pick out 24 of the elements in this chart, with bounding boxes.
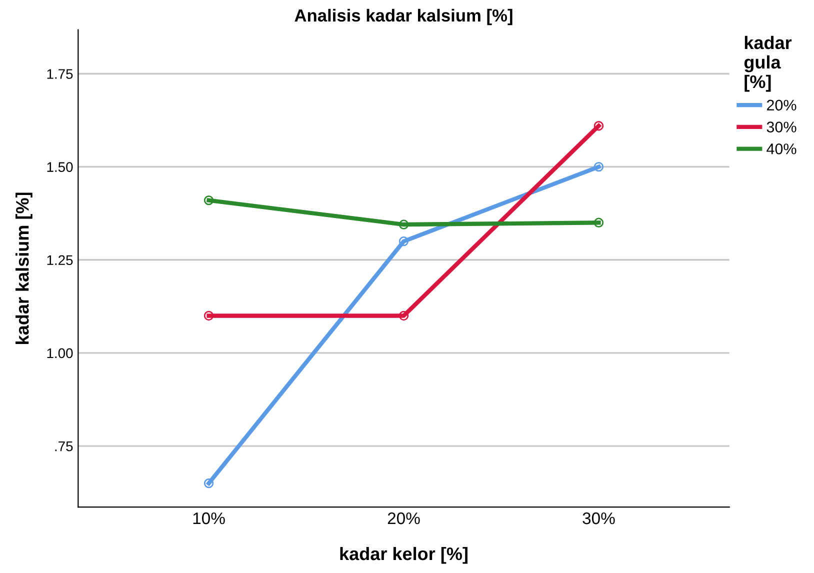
x-axis-title: kadar kelor [%]	[340, 546, 468, 564]
point	[594, 120, 604, 131]
x-tick-label: 20%	[388, 512, 420, 524]
y-tick-label: .75	[55, 442, 73, 452]
chart-title: Analisis kadar kalsium [%]	[294, 8, 512, 26]
x-tick-label: 10%	[193, 512, 225, 524]
point	[204, 310, 214, 321]
y-tick-label: 1.50	[47, 162, 73, 172]
point	[398, 310, 409, 321]
point	[398, 220, 409, 230]
point	[204, 478, 214, 488]
legend-title: kadar gula [%]	[744, 36, 792, 92]
y-axis-title: kadar kalsium [%]	[16, 192, 32, 344]
point	[594, 218, 604, 228]
x-tick-label: 30%	[582, 512, 615, 524]
point	[398, 236, 409, 246]
point	[204, 195, 214, 206]
legend-label: 20%	[766, 100, 796, 111]
y-tick-label: 1.25	[47, 255, 73, 266]
point	[594, 162, 604, 172]
legend-label: 30%	[766, 122, 796, 132]
legend-label: 40%	[766, 144, 796, 154]
y-tick-label: 1.00	[47, 348, 73, 358]
y-tick-label: 1.75	[47, 69, 73, 79]
